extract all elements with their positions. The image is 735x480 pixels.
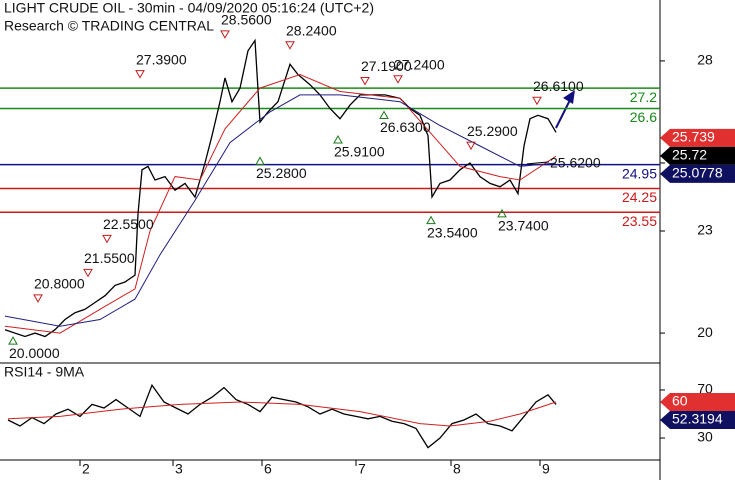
high-marker xyxy=(102,234,112,244)
low-marker xyxy=(497,208,507,218)
annotation-label: 26.6300 xyxy=(380,119,431,135)
price-box-label: 25.0778 xyxy=(672,165,723,181)
x-tick-label: 8 xyxy=(453,461,461,477)
x-tick-label: 9 xyxy=(542,461,550,477)
price-box: 25.0778 xyxy=(660,165,735,183)
x-tick-label: 7 xyxy=(358,461,366,477)
annotation-label: 27.3900 xyxy=(136,51,187,67)
price-box-label: 25.72 xyxy=(672,147,707,163)
series-line xyxy=(7,383,557,449)
x-tick-label: 3 xyxy=(175,461,183,477)
price-box-label: 60 xyxy=(672,393,688,409)
level-label: 23.55 xyxy=(622,213,657,229)
high-marker xyxy=(360,76,370,86)
high-marker xyxy=(135,70,145,79)
low-marker xyxy=(8,336,18,345)
y-tick-label: 30 xyxy=(697,429,713,445)
low-marker xyxy=(379,110,389,120)
low-marker xyxy=(426,215,436,225)
chart-subtitle: Research © TRADING CENTRAL xyxy=(4,18,214,34)
y-tick-label: 23 xyxy=(697,222,713,238)
price-box: 52.3194 xyxy=(660,411,735,429)
high-marker xyxy=(285,41,295,50)
forecast-arrow xyxy=(555,99,571,129)
annotation-pointer xyxy=(526,161,550,165)
annotation-label: 28.2400 xyxy=(286,22,337,38)
low-marker xyxy=(333,135,343,144)
rsi-title: RSI14 - 9MA xyxy=(4,364,85,380)
high-marker xyxy=(393,75,403,84)
x-tick-label: 6 xyxy=(264,461,272,477)
annotation-label: 23.7400 xyxy=(498,218,549,234)
price-box-shape xyxy=(660,164,735,183)
forecast-arrowhead xyxy=(563,90,575,104)
annotation-label: 21.5500 xyxy=(84,250,135,266)
annotation-label: 23.5400 xyxy=(427,224,478,240)
price-box: 25.739 xyxy=(660,129,735,147)
annotation-label: 20.0000 xyxy=(9,345,60,361)
y-tick-label: 20 xyxy=(697,324,713,340)
level-label: 27.2 xyxy=(630,89,657,105)
series-line xyxy=(7,401,557,427)
price-box: 60 xyxy=(660,393,735,411)
annotation-label: 25.6200 xyxy=(550,155,601,171)
y-tick-label: 70 xyxy=(697,381,713,397)
high-marker xyxy=(83,268,93,278)
level-label: 24.95 xyxy=(622,165,657,181)
annotation-label: 25.2800 xyxy=(256,165,307,181)
price-box: 25.72 xyxy=(660,147,735,165)
price-box-shape xyxy=(660,146,735,165)
price-box-shape xyxy=(660,392,735,411)
annotation-label: 27.1900 xyxy=(361,58,412,74)
series-line xyxy=(4,94,557,327)
price-box-shape xyxy=(660,128,735,147)
x-tick-label: 2 xyxy=(82,461,90,477)
annotation-label: 28.5600 xyxy=(221,12,272,28)
price-box-label: 52.3194 xyxy=(672,411,723,427)
high-marker xyxy=(466,141,476,151)
high-marker xyxy=(33,294,43,303)
high-marker xyxy=(220,30,230,39)
price-box-shape xyxy=(660,410,735,429)
low-marker xyxy=(255,156,265,165)
y-tick-label: 28 xyxy=(697,52,713,68)
level-label: 24.25 xyxy=(622,189,657,205)
price-box-label: 25.739 xyxy=(672,129,715,145)
annotation-label: 25.9100 xyxy=(334,144,385,160)
annotation-label: 25.2900 xyxy=(467,123,518,139)
series-line xyxy=(4,73,557,334)
annotation-label: 27.2400 xyxy=(394,56,445,72)
chart-title: LIGHT CRUDE OIL - 30min - 04/09/2020 05:… xyxy=(4,0,374,16)
annotation-label: 22.5500 xyxy=(103,216,154,232)
annotation-label: 26.6100 xyxy=(533,78,584,94)
level-label: 26.6 xyxy=(630,109,657,125)
high-marker xyxy=(532,96,542,106)
annotation-label: 20.8000 xyxy=(34,276,85,292)
